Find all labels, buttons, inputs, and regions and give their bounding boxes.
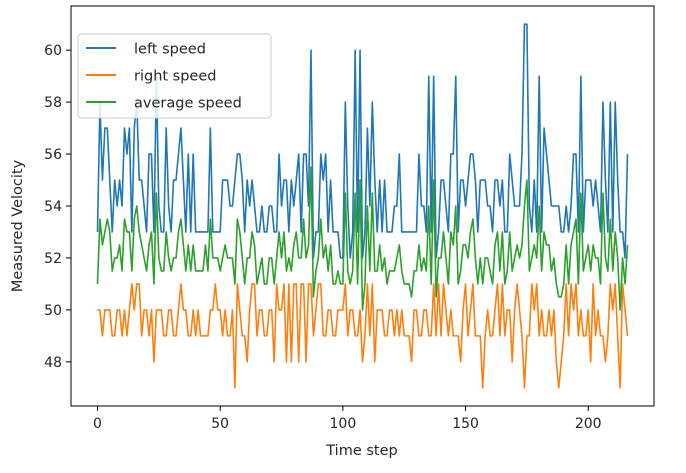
legend-label-average-speed: average speed xyxy=(134,96,242,112)
x-tick-label: 100 xyxy=(330,416,357,432)
x-tick-label: 200 xyxy=(575,416,602,432)
y-tick-label: 48 xyxy=(44,355,62,371)
legend: left speed right speed average speed xyxy=(77,33,272,119)
y-tick-label: 52 xyxy=(44,251,62,267)
series-line-average-speed xyxy=(96,166,629,311)
legend-label-left-speed: left speed xyxy=(134,42,206,58)
series-line-left-speed xyxy=(96,23,629,259)
y-tick-label: 58 xyxy=(44,95,62,111)
series-layer xyxy=(96,23,629,389)
y-tick-label: 56 xyxy=(44,147,62,163)
x-tick-label: 0 xyxy=(93,416,102,432)
y-tick-label: 60 xyxy=(44,43,62,59)
legend-frame xyxy=(77,33,272,119)
x-tick-label: 50 xyxy=(211,416,229,432)
y-tick-label: 54 xyxy=(44,199,62,215)
y-axis-label: Measured Velocity xyxy=(10,159,26,292)
series-line-right-speed xyxy=(97,283,629,389)
y-tick-label: 50 xyxy=(44,303,62,319)
ticks-layer: 0 50 100 150 200 48 50 52 54 56 58 60 xyxy=(44,43,601,432)
x-axis-label: Time step xyxy=(325,443,397,459)
legend-label-right-speed: right speed xyxy=(134,69,216,85)
x-tick-label: 150 xyxy=(452,416,479,432)
